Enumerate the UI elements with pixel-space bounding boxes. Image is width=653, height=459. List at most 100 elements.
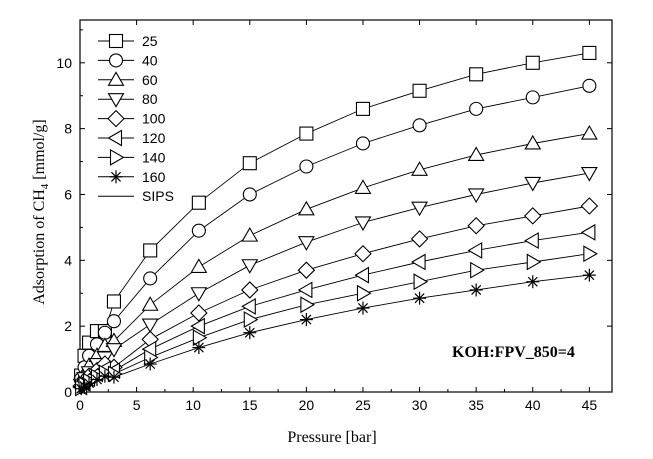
- y-axis-title-subscript: 4: [39, 183, 51, 189]
- data-point-100: [467, 216, 485, 235]
- x-tick-label: 10: [185, 397, 201, 413]
- data-point-100: [523, 207, 542, 225]
- data-point-100: [241, 281, 259, 299]
- legend-label-160: 160: [142, 169, 166, 185]
- asterisk-stroke: [193, 342, 204, 353]
- x-tick-label: 0: [76, 397, 84, 413]
- data-point-80: [580, 167, 598, 182]
- legend-marker-25: [108, 33, 124, 49]
- data-point-40: [412, 118, 427, 133]
- data-point-80: [241, 259, 259, 274]
- data-point-80: [524, 176, 542, 192]
- data-point-160: [526, 275, 540, 289]
- data-point-25: [299, 126, 314, 141]
- data-point-160: [469, 283, 483, 297]
- data-point-40: [191, 223, 206, 238]
- y-tick-label: 2: [64, 318, 72, 334]
- sips-fit-line-140: [80, 253, 590, 389]
- data-point-40: [582, 78, 597, 93]
- data-point-120: [580, 223, 596, 241]
- data-point-160: [107, 370, 121, 384]
- data-point-120: [354, 266, 370, 284]
- data-point-140: [243, 311, 259, 329]
- data-point-160: [98, 369, 112, 383]
- x-tick-label: 45: [582, 397, 598, 413]
- legend-label-80: 80: [142, 91, 158, 107]
- data-point-25: [355, 101, 371, 116]
- data-point-60: [467, 146, 485, 162]
- plot-border: [79, 19, 613, 393]
- data-point-25: [191, 195, 206, 210]
- data-point-40: [299, 159, 314, 174]
- data-point-160: [582, 268, 596, 282]
- asterisk-stroke: [244, 327, 255, 338]
- data-point-80: [297, 236, 315, 251]
- x-tick-label: 40: [525, 397, 541, 413]
- data-point-120: [410, 253, 426, 271]
- legend-marker-100: [107, 109, 125, 128]
- y-axis-title: Adsorption of CH4 [mmol/g]: [31, 119, 51, 305]
- x-axis-title: Pressure [bar]: [287, 429, 376, 446]
- legend-label-40: 40: [142, 52, 158, 68]
- x-tick-label: 20: [299, 397, 315, 413]
- data-point-120: [190, 317, 205, 335]
- y-tick-label: 10: [56, 55, 72, 71]
- data-point-60: [141, 296, 159, 311]
- data-point-140: [192, 329, 208, 347]
- data-point-80: [190, 287, 208, 302]
- data-point-160: [192, 341, 206, 355]
- asterisk-stroke: [301, 314, 312, 325]
- y-tick-label: 4: [64, 252, 72, 268]
- x-tick-label: 30: [412, 397, 428, 413]
- legend-label-sips: SIPS: [142, 188, 174, 204]
- data-point-25: [469, 67, 484, 82]
- data-point-60: [241, 227, 259, 242]
- legend-marker-40: [108, 53, 124, 68]
- legend-label-60: 60: [142, 72, 158, 88]
- data-point-25: [106, 294, 122, 309]
- data-point-40: [355, 136, 371, 151]
- data-point-140: [300, 296, 315, 314]
- data-point-100: [410, 230, 429, 248]
- data-point-25: [143, 243, 158, 258]
- data-markers: [72, 45, 599, 397]
- data-point-60: [580, 124, 598, 140]
- data-point-80: [467, 188, 485, 204]
- x-tick-label: 25: [355, 397, 371, 413]
- data-point-80: [354, 216, 372, 232]
- data-point-120: [241, 297, 256, 315]
- sample-annotation: KOH:FPV_850=4: [452, 344, 575, 361]
- asterisk-stroke: [357, 303, 368, 314]
- asterisk-stroke: [99, 371, 110, 382]
- data-point-25: [412, 83, 427, 98]
- data-point-140: [356, 284, 372, 302]
- data-point-160: [356, 301, 370, 315]
- axis-ticks: 0 5 10 15 20 25 30 35 40 45 0 2 4 6 8 10: [56, 20, 612, 413]
- plot-frame: [79, 19, 613, 393]
- data-point-140: [583, 245, 598, 263]
- data-point-25: [582, 45, 597, 60]
- y-tick-label: 0: [64, 384, 72, 400]
- x-tick-label: 15: [242, 397, 258, 413]
- legend-marker-140: [109, 148, 125, 166]
- data-point-60: [297, 200, 315, 216]
- data-point-120: [467, 241, 483, 259]
- data-point-100: [297, 261, 316, 279]
- data-point-160: [143, 357, 157, 371]
- data-point-40: [106, 314, 122, 329]
- asterisk-stroke: [110, 171, 122, 182]
- legend-marker-80: [107, 93, 125, 108]
- data-point-60: [190, 258, 208, 273]
- data-point-140: [413, 273, 429, 291]
- data-point-160: [413, 291, 427, 305]
- data-point-140: [470, 261, 485, 279]
- legend-label-100: 100: [142, 111, 166, 127]
- data-point-120: [297, 281, 313, 299]
- data-point-120: [524, 232, 539, 250]
- data-point-60: [354, 179, 372, 194]
- x-tick-label: 5: [133, 397, 141, 413]
- y-tick-label: 8: [64, 121, 72, 137]
- data-point-100: [580, 197, 599, 215]
- data-point-80: [105, 343, 123, 358]
- data-point-80: [141, 318, 159, 334]
